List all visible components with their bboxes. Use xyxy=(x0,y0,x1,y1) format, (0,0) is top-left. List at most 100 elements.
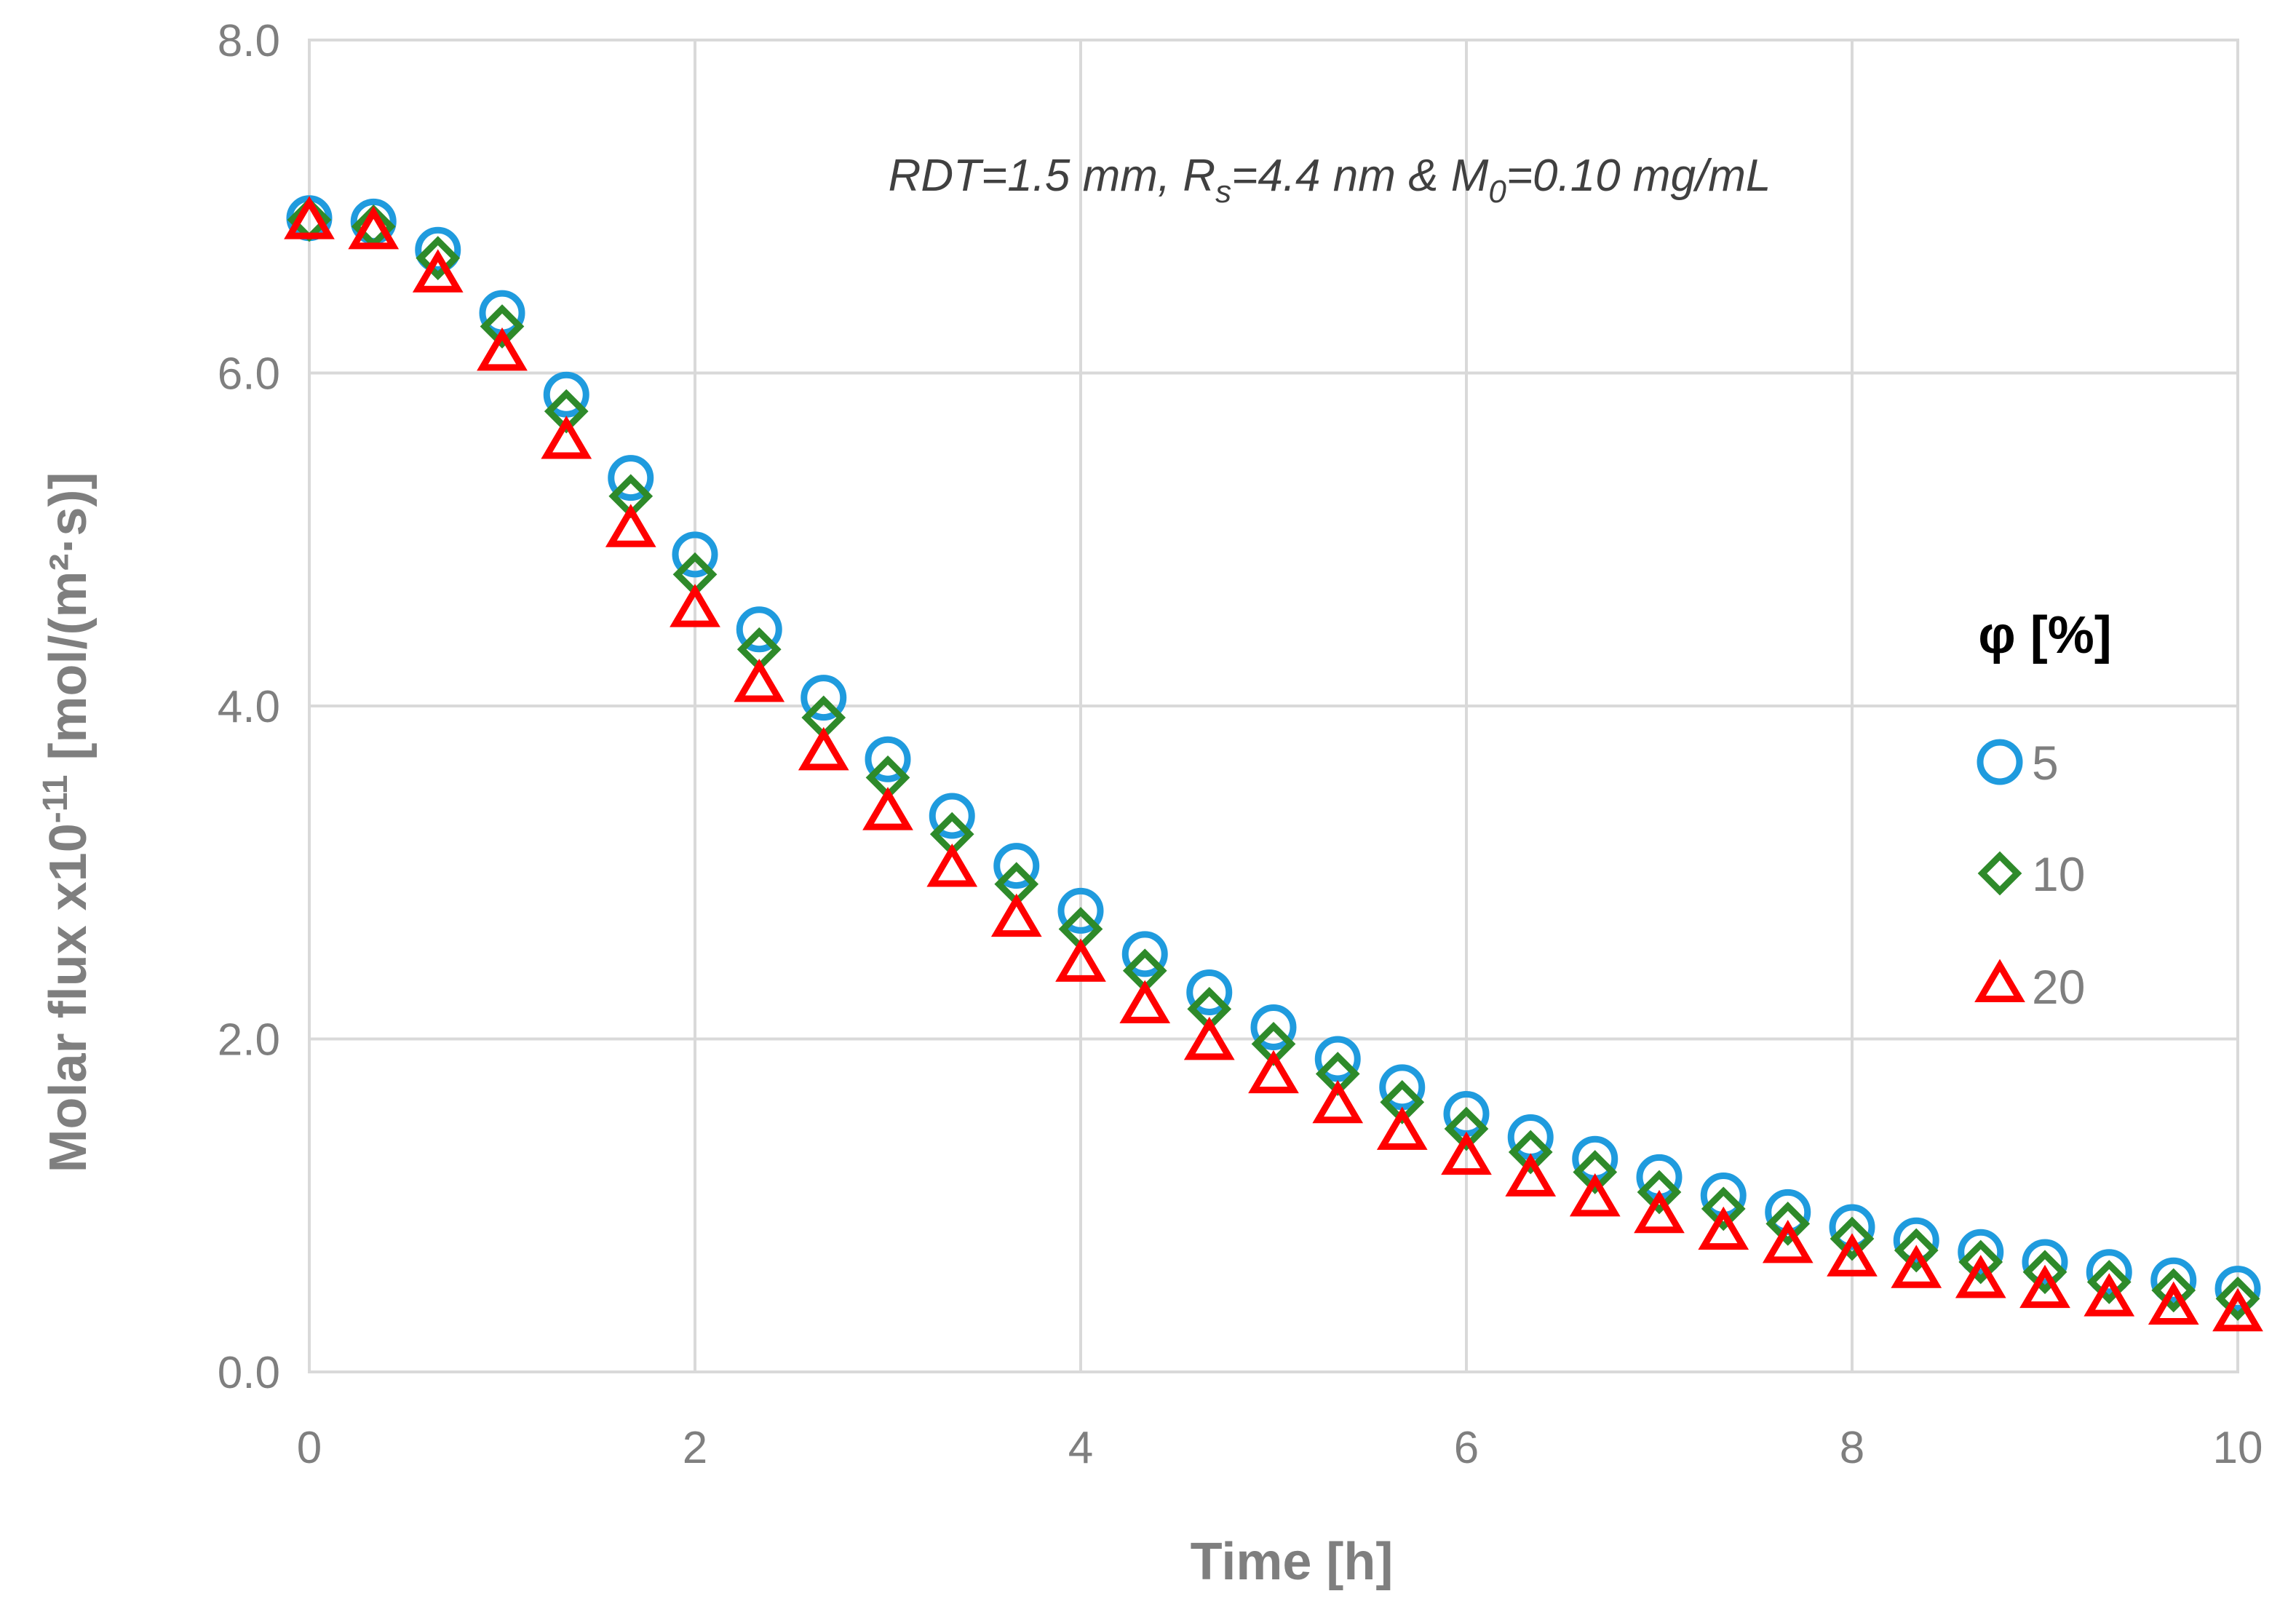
data-point-circle xyxy=(1958,1229,2004,1275)
data-point-triangle xyxy=(477,327,528,371)
data-point-triangle xyxy=(348,205,400,250)
y-tick-label: 6.0 xyxy=(218,349,280,400)
x-tick-label: 10 xyxy=(2213,1423,2263,1473)
data-point-circle xyxy=(1250,1004,1297,1050)
legend-label: 10 xyxy=(2032,847,2085,901)
data-point-triangle xyxy=(1119,980,1171,1024)
x-tick-label: 6 xyxy=(1454,1423,1479,1473)
data-point-triangle xyxy=(284,196,335,239)
data-point-triangle xyxy=(605,504,656,547)
legend: 5 10 20 xyxy=(1974,736,2085,1014)
data-point-diamond xyxy=(2151,1268,2196,1313)
data-point-circle xyxy=(1057,887,1104,934)
data-point-triangle xyxy=(1634,1189,1685,1234)
data-point-diamond xyxy=(1637,1170,1682,1215)
data-point-diamond xyxy=(2022,1250,2067,1295)
chart-annotation: RDT=1.5 mm, Rs=4.4 nm & M0=0.10 mg/mL xyxy=(889,151,1771,210)
data-point-circle xyxy=(1893,1217,1939,1263)
data-point-triangle xyxy=(1955,1255,2006,1298)
legend-label: 20 xyxy=(2032,960,2085,1014)
gridlines xyxy=(308,39,2239,1373)
data-point-diamond xyxy=(1380,1080,1425,1124)
x-axis-title: Time [h] xyxy=(1191,1533,1394,1591)
data-point-triangle xyxy=(990,893,1042,937)
data-point-triangle xyxy=(798,726,849,771)
y-axis-title-exponent: -11 xyxy=(36,775,75,824)
data-point-circle xyxy=(2086,1249,2132,1295)
data-point-circle xyxy=(543,371,589,418)
data-point-diamond xyxy=(1894,1228,1939,1273)
y-tick-label: 4.0 xyxy=(218,682,280,732)
data-point-circle xyxy=(736,606,782,653)
series-5 xyxy=(286,195,2261,1312)
legend-marker-diamond xyxy=(1977,851,2022,896)
data-point-diamond xyxy=(1701,1186,1746,1231)
data-point-circle xyxy=(929,793,975,839)
data-point-triangle xyxy=(1055,938,1106,982)
data-point-triangle xyxy=(1248,1049,1299,1094)
y-tick-label: 8.0 xyxy=(218,16,280,66)
data-point-diamond xyxy=(1444,1106,1489,1151)
plot-area-frame xyxy=(308,39,2239,1373)
data-point-circle xyxy=(1121,931,1168,977)
data-point-triangle xyxy=(1762,1220,1814,1263)
data-point-diamond xyxy=(1573,1150,1618,1194)
data-point-triangle xyxy=(541,416,592,459)
data-point-circle xyxy=(672,531,718,578)
data-point-triangle xyxy=(1312,1079,1364,1124)
annotation-subscript-0: 0 xyxy=(1488,174,1506,210)
data-point-circle xyxy=(1829,1204,1875,1250)
data-point-triangle xyxy=(1827,1233,1878,1277)
data-point-diamond xyxy=(416,236,461,281)
data-point-triangle xyxy=(1569,1172,1621,1217)
data-point-triangle xyxy=(734,659,785,702)
data-point-triangle xyxy=(926,844,978,887)
data-point-diamond xyxy=(544,389,589,434)
data-point-triangle xyxy=(862,787,913,830)
legend-marker-triangle xyxy=(1974,959,2025,1002)
data-point-triangle xyxy=(670,584,720,627)
x-tick-label: 4 xyxy=(1068,1423,1093,1473)
data-point-circle xyxy=(2214,1266,2261,1312)
data-point-diamond xyxy=(1958,1239,2003,1285)
data-point-circle xyxy=(608,455,654,501)
data-point-triangle xyxy=(2212,1287,2263,1332)
annotation-subscript-s: s xyxy=(1215,174,1231,210)
data-point-diamond xyxy=(2086,1260,2132,1304)
series-10 xyxy=(287,197,2260,1321)
series-20 xyxy=(284,196,2263,1332)
legend-title: φ [%] xyxy=(1978,606,2111,664)
data-point-circle xyxy=(2022,1239,2068,1285)
y-axis-ticks: 0.0 2.0 4.0 6.0 8.0 xyxy=(218,16,280,1398)
data-point-triangle xyxy=(1441,1131,1492,1175)
data-point-triangle xyxy=(1698,1206,1749,1250)
data-point-triangle xyxy=(2019,1264,2070,1309)
y-axis-title: Molar flux x10-11 [mol/(m²·s)] xyxy=(36,472,98,1173)
data-point-circle xyxy=(801,675,847,721)
data-point-circle xyxy=(2150,1257,2197,1304)
y-tick-label: 2.0 xyxy=(218,1015,280,1066)
data-point-circle xyxy=(415,226,461,273)
y-tick-label: 0.0 xyxy=(218,1348,280,1398)
legend-label: 5 xyxy=(2032,736,2059,790)
legend-marker-circle xyxy=(1977,739,2023,785)
data-points xyxy=(284,195,2263,1332)
data-point-diamond xyxy=(2215,1276,2260,1321)
x-tick-label: 0 xyxy=(297,1423,322,1473)
data-point-triangle xyxy=(1183,1016,1235,1060)
x-tick-label: 2 xyxy=(683,1423,707,1473)
data-point-circle xyxy=(1314,1036,1361,1082)
x-tick-label: 8 xyxy=(1840,1423,1864,1473)
data-point-diamond xyxy=(480,304,525,349)
data-point-circle xyxy=(865,736,911,782)
x-axis-ticks: 0 2 4 6 8 10 xyxy=(297,1423,2263,1473)
data-point-triangle xyxy=(2148,1281,2199,1325)
data-point-triangle xyxy=(1376,1106,1428,1150)
data-point-triangle xyxy=(412,249,464,293)
data-point-diamond xyxy=(1830,1216,1875,1261)
data-point-triangle xyxy=(1505,1153,1557,1197)
data-point-circle xyxy=(993,843,1040,889)
data-point-diamond xyxy=(1765,1202,1811,1246)
data-point-triangle xyxy=(1891,1245,1942,1288)
